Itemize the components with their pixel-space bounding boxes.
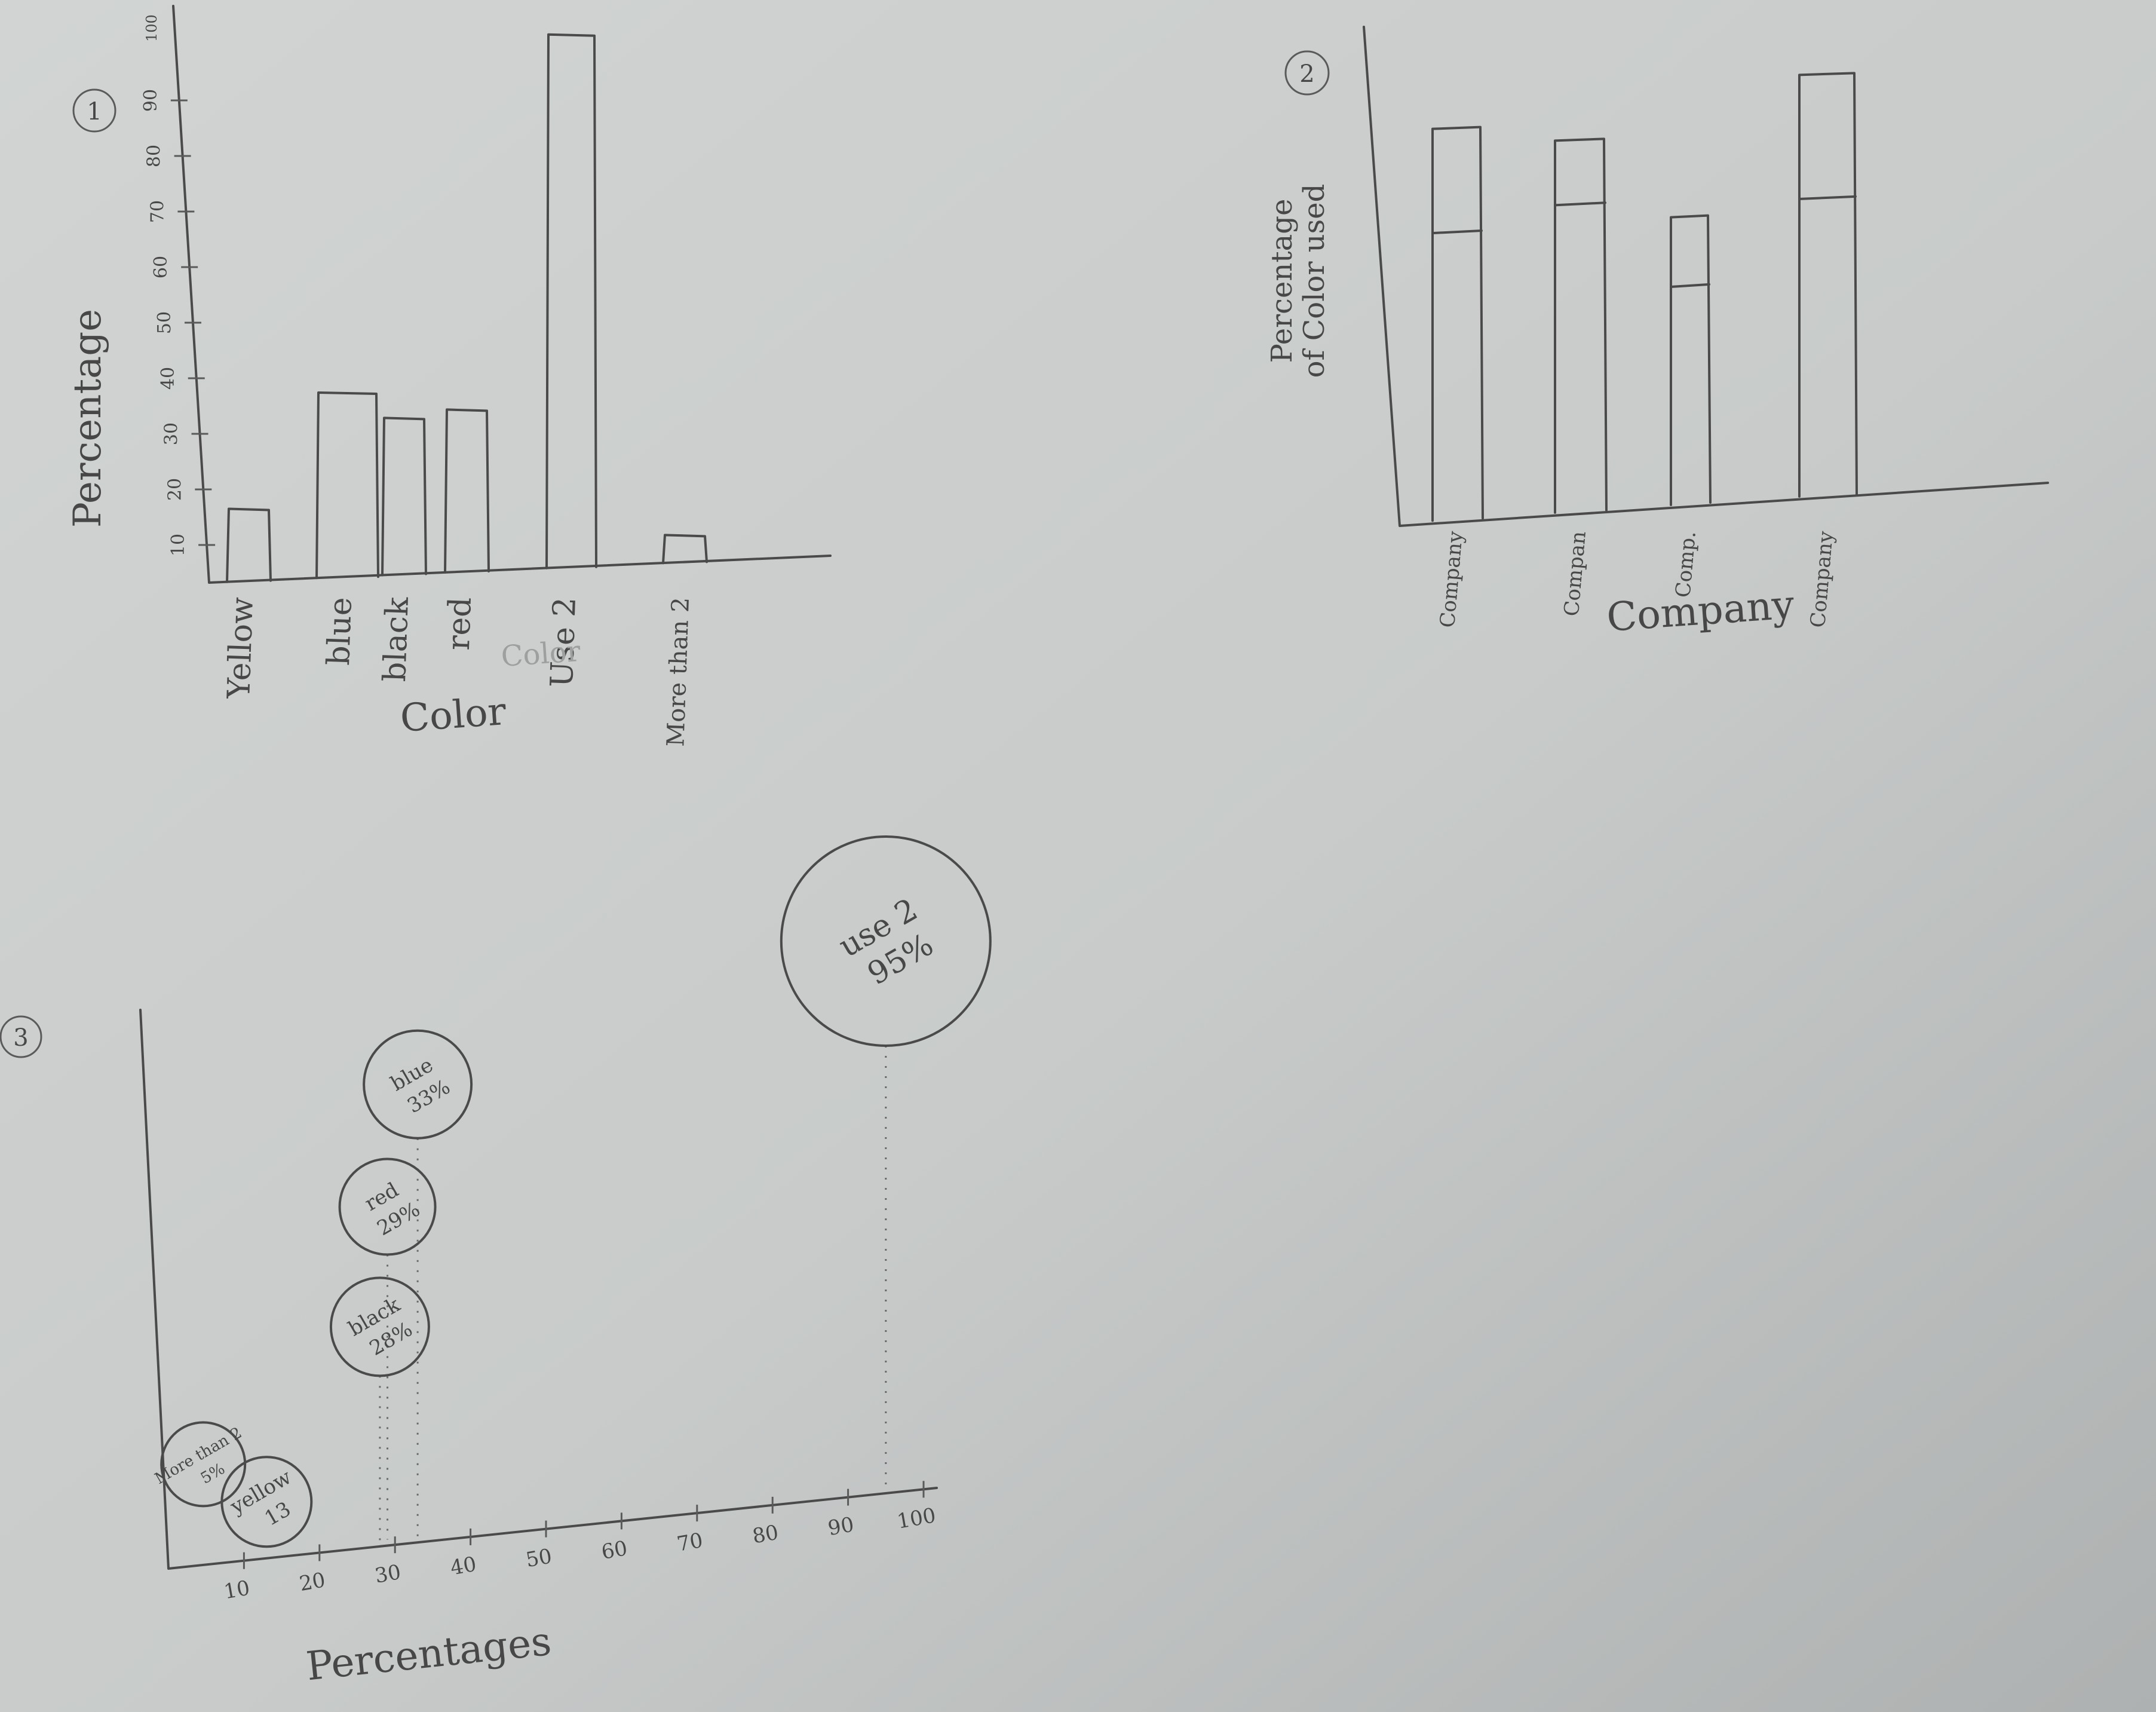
chart-1-bar — [444, 408, 490, 574]
chart-2-bar-segment-divider — [1799, 195, 1857, 200]
chart-1-bar — [545, 33, 597, 569]
chart-1-x-axis-label-ghost: Color — [500, 635, 581, 673]
chart-1-x-tick-label: Yellow — [221, 596, 260, 700]
chart-3-point — [780, 835, 992, 1047]
chart-3-x-tick-label: 50 — [524, 1544, 554, 1572]
chart-1-x-tick-label: blue — [321, 596, 359, 666]
chart-2-bars — [1431, 72, 1858, 522]
chart-3-x-tick-label: 60 — [600, 1536, 630, 1564]
chart-1-y-tick-label: 70 — [147, 200, 168, 223]
chart-1-y-tick-label: 100 — [143, 14, 160, 42]
chart-1-y-tick-label: 60 — [151, 256, 171, 278]
chart-1-y-tick-label: 10 — [168, 534, 189, 556]
chart-1-y-ticks: 10 20 30 40 50 60 70 80 90 100 — [140, 14, 216, 556]
chart-1-y-tick-label: 80 — [144, 145, 165, 167]
chart-3-point — [329, 1276, 430, 1377]
chart-3-x-tick-label: 90 — [826, 1512, 856, 1541]
chart-1-bar — [662, 534, 708, 565]
chart-1-x-tick-label: red — [441, 596, 479, 651]
chart-3-x-tick-label: 40 — [449, 1552, 479, 1581]
chart-3-point — [220, 1456, 313, 1548]
chart-2-bar-total — [1670, 214, 1712, 507]
chart-2-axes — [1363, 26, 2049, 527]
chart-1-number-circle — [72, 88, 116, 133]
chart-2-number-circle — [1284, 50, 1330, 96]
chart-2-bar-segment-divider — [1555, 201, 1606, 207]
chart-3-number-circle — [0, 1015, 42, 1058]
chart-1-y-tick-label: 20 — [164, 478, 185, 501]
chart-1-bar — [226, 507, 272, 583]
chart-1-bar — [315, 391, 379, 580]
chart-3-bubble-chart: 3 10 20 30 40 50 60 70 80 90 100 More than 25%yel… — [0, 835, 992, 1689]
chart-1-x-tick-label: More than 2 — [662, 597, 695, 748]
chart-1-bar-chart: 1 Percentage 10 20 30 40 50 60 70 80 90 100 Yello… — [66, 5, 832, 747]
chart-3-guide-lines — [379, 1045, 887, 1541]
chart-2-y-axis-label-line-1: Percentage — [1265, 199, 1299, 363]
chart-1-axes — [172, 5, 832, 584]
chart-1-x-tick-label: black — [377, 596, 416, 682]
chart-2-bar-total — [1798, 72, 1858, 498]
chart-2-x-tick-label: Comp. — [1671, 530, 1701, 598]
chart-1-y-tick-label: 90 — [140, 89, 161, 112]
chart-2-bar-segment-divider — [1671, 283, 1710, 288]
chart-1-number: 1 — [87, 98, 102, 125]
chart-2-bar-total — [1431, 125, 1484, 522]
chart-2-bar-segment-divider — [1433, 229, 1483, 234]
chart-3-number: 3 — [13, 1024, 28, 1052]
chart-3-point — [338, 1157, 437, 1256]
chart-3-axes — [139, 1009, 938, 1570]
chart-3-x-tick-label: 70 — [675, 1529, 705, 1557]
chart-1-bars — [226, 33, 708, 583]
chart-3-x-tick-label: 10 — [222, 1576, 252, 1604]
chart-1-x-tick-label: Use 2 — [544, 596, 583, 688]
chart-2-number: 2 — [1299, 60, 1314, 88]
chart-1-y-tick-label: 30 — [161, 422, 182, 445]
chart-1-x-tick-labels: Yellow blue black red Use 2 More than 2 — [221, 596, 695, 747]
chart-3-point — [363, 1029, 473, 1140]
chart-3-x-tick-label: 30 — [373, 1560, 403, 1588]
chart-3-x-tick-label: 80 — [751, 1521, 781, 1549]
chart-1-y-tick-label: 50 — [154, 311, 175, 334]
chart-3-points: More than 25%yellow13black28%red29%blue3… — [152, 835, 992, 1548]
chart-2-bar-total — [1554, 137, 1608, 514]
chart-1-bar — [381, 416, 427, 577]
chart-3-x-tick-label: 20 — [298, 1568, 327, 1596]
chart-2-y-axis-label-line-2: of Color used — [1298, 184, 1331, 378]
chart-1-y-tick-label: 40 — [158, 367, 179, 390]
chart-1-y-axis-label: Percentage — [66, 309, 110, 528]
chart-3-point — [160, 1421, 247, 1508]
chart-1-x-axis-label: Color — [399, 690, 508, 741]
chart-3-x-ticks: 10 20 30 40 50 60 70 80 90 100 — [222, 1481, 938, 1604]
